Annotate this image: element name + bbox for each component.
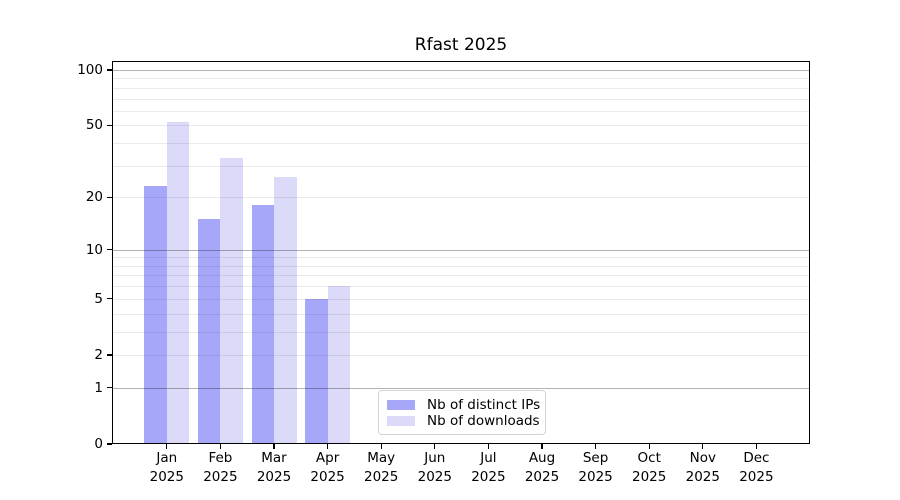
y-tick-label: 0 [94,436,103,452]
legend: Nb of distinct IPs Nb of downloads [378,390,546,435]
y-tick-label: 20 [85,189,103,206]
y-tick [107,354,112,356]
x-tick [166,444,168,449]
x-tick-label: Dec 2025 [739,450,774,485]
bar-distinct-ips [251,205,274,444]
minor-gridline [112,197,810,199]
y-tick [107,443,112,445]
x-tick [219,444,222,449]
legend-swatch-distinct-ips [387,400,415,410]
x-tick [326,444,329,449]
minor-gridline [112,125,810,127]
y-tick-label: 50 [85,117,103,134]
major-gridline [112,387,810,389]
bar-distinct-ips [305,298,328,444]
y-tick-label: 2 [94,346,103,363]
x-tick-label: Mar 2025 [256,450,292,485]
y-tick-label: 10 [85,241,103,258]
legend-label-distinct-ips: Nb of distinct IPs [427,397,541,413]
bar-distinct-ips [197,219,221,444]
x-tick [273,444,275,449]
minor-gridline [112,313,810,315]
minor-gridline [112,286,810,288]
bar-downloads [274,176,297,444]
y-tick [107,124,112,126]
x-tick-label: Sep 2025 [578,450,613,485]
legend-label-downloads: Nb of downloads [427,413,540,429]
x-tick [648,444,650,449]
y-tick-label: 1 [94,379,103,396]
y-tick-label: 100 [77,61,103,78]
y-tick [107,69,112,71]
bar-downloads [166,122,190,444]
legend-item-downloads: Nb of downloads [387,413,540,429]
y-tick [107,249,112,251]
minor-gridline [112,265,810,267]
minor-gridline [112,354,810,356]
minor-gridline [112,143,810,145]
x-tick [702,444,704,449]
grid-layer [112,61,810,444]
bar-downloads [327,286,351,444]
x-tick-label: Jun 2025 [417,450,452,485]
x-tick-label: Apr 2025 [310,450,345,485]
chart-title: Rfast 2025 [414,35,508,55]
x-tick-label: Jan 2025 [149,450,184,485]
x-tick-label: Oct 2025 [632,450,667,485]
x-tick [755,444,758,449]
x-tick-label: Nov 2025 [685,450,720,485]
legend-swatch-downloads [387,416,415,426]
bar-distinct-ips [144,186,167,444]
legend-item-distinct-ips: Nb of distinct IPs [387,397,541,413]
minor-gridline [112,331,810,333]
y-tick [107,387,112,389]
plot-area: Nb of distinct IPs Nb of downloads [112,61,810,444]
y-tick [107,196,112,198]
y-tick [107,298,112,300]
minor-gridline [112,110,810,112]
minor-gridline [112,165,810,167]
minor-gridline [112,98,810,100]
y-tick-label: 5 [94,290,103,307]
major-gridline [112,69,810,71]
bar-downloads [220,158,243,444]
x-tick-label: Feb 2025 [203,450,238,485]
x-tick [380,444,382,449]
x-tick-label: Aug 2025 [524,450,560,485]
minor-gridline [112,298,810,300]
x-tick-label: Jul 2025 [471,450,506,485]
x-tick [594,444,597,449]
x-tick [541,444,543,449]
minor-gridline [112,275,810,277]
bars-layer [112,61,810,444]
major-gridline [112,249,810,251]
minor-gridline [112,78,810,80]
minor-gridline [112,257,810,259]
minor-gridline [112,87,810,89]
x-tick [487,444,490,449]
x-tick-label: May 2025 [364,450,399,485]
x-tick [434,444,436,449]
